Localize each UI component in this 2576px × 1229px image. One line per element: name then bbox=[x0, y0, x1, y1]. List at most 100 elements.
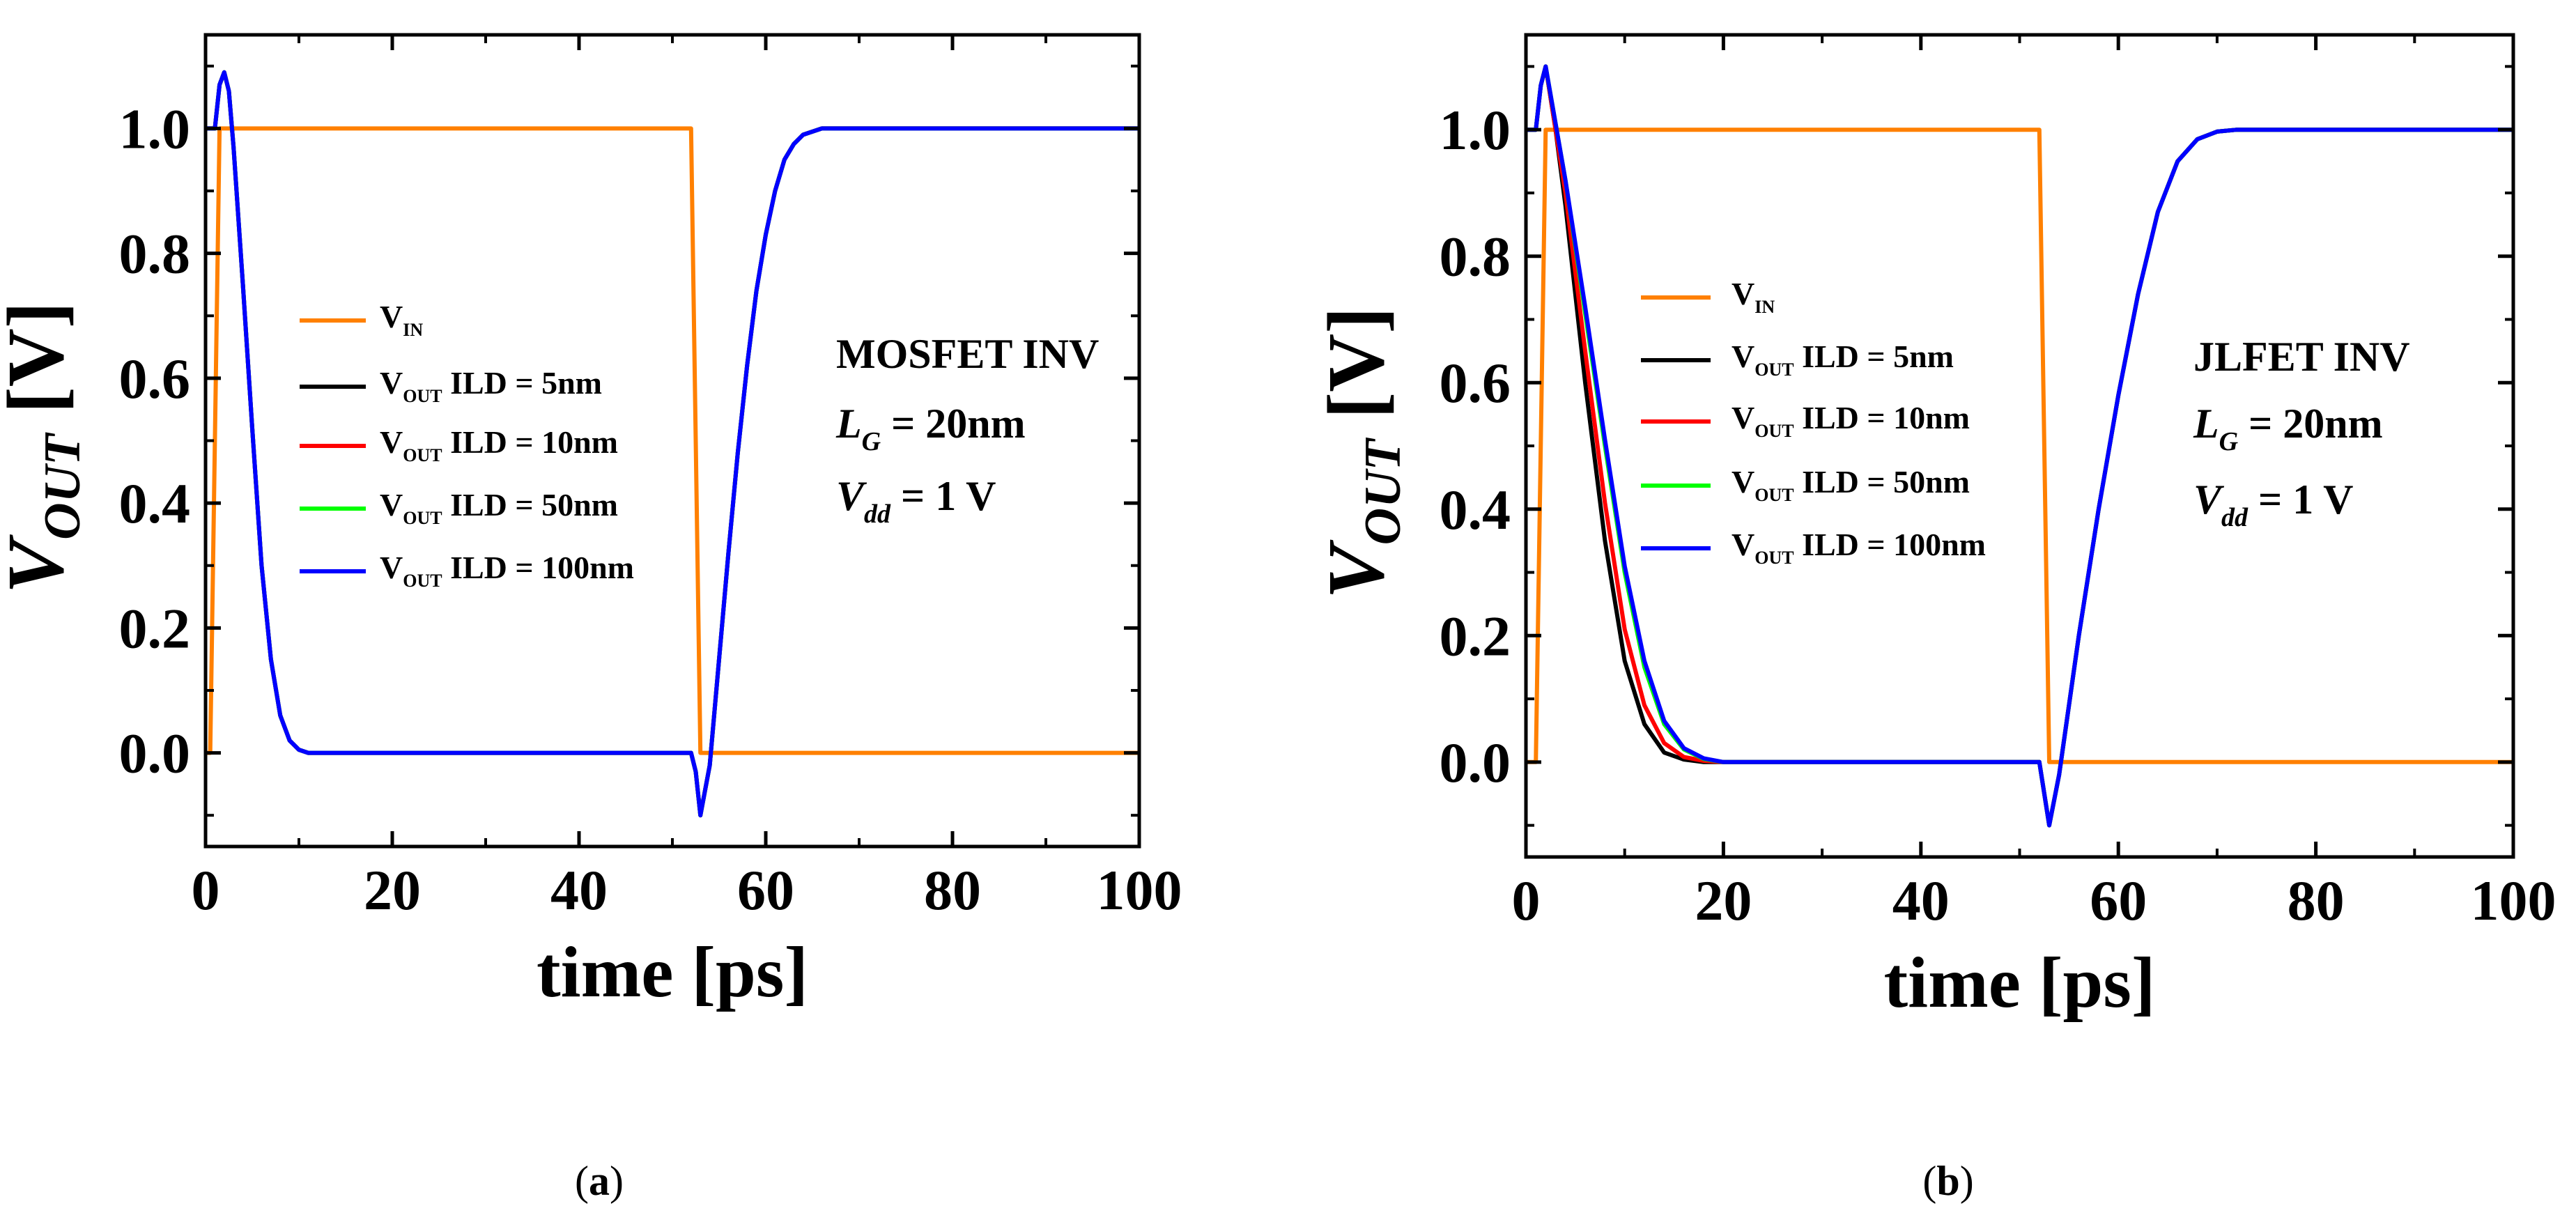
y-axis-label-sub: OUT bbox=[34, 432, 91, 540]
series-line-4 bbox=[1526, 64, 2513, 828]
y-tick-label: 0.2 bbox=[119, 596, 191, 660]
caption-close: ) bbox=[1960, 1158, 1974, 1204]
legend-sub: IN bbox=[403, 320, 423, 340]
annotation-line: Vdd = 1 V bbox=[2193, 477, 2353, 532]
y-tick-label: 1.0 bbox=[1440, 98, 1511, 162]
panel-caption: (b) bbox=[1922, 1158, 1973, 1204]
legend-entry: VIN bbox=[1732, 276, 1775, 317]
annotation-sub: G bbox=[862, 427, 881, 456]
legend-rest: ILD = 50nm bbox=[442, 487, 618, 523]
legend-sub: OUT bbox=[403, 386, 442, 406]
x-tick-label: 20 bbox=[364, 858, 421, 922]
legend-main: V bbox=[380, 550, 403, 585]
annotation-main: L bbox=[835, 401, 862, 447]
legend-main: V bbox=[380, 424, 403, 460]
legend-entry: VOUT ILD = 50nm bbox=[1732, 464, 1970, 505]
annotation-main: V bbox=[2193, 477, 2225, 523]
x-tick-label: 0 bbox=[1512, 869, 1541, 932]
legend-entry: VOUT ILD = 10nm bbox=[1732, 400, 1970, 441]
x-tick-label: 80 bbox=[924, 858, 981, 922]
y-tick-label: 0.8 bbox=[119, 222, 191, 286]
legend-entry: VOUT ILD = 100nm bbox=[1732, 527, 1986, 568]
legend-sub: OUT bbox=[1754, 548, 1794, 568]
y-tick-label: 0.0 bbox=[1440, 731, 1511, 794]
legend-main: V bbox=[380, 487, 403, 523]
y-axis-label: VOUT [V] bbox=[1312, 307, 1412, 599]
legend-sub: OUT bbox=[1754, 421, 1794, 441]
chart-panel-b: 0 20 40 60 80 100 0.0 0.2 0.4 0.6 0.8 1.0 time [ps] V… bbox=[1312, 33, 2556, 1204]
x-tick-label: 100 bbox=[1097, 858, 1182, 922]
caption-open: ( bbox=[1922, 1158, 1936, 1204]
annotation-rest: = 1 V bbox=[2248, 477, 2353, 523]
legend-main: V bbox=[1732, 400, 1754, 435]
x-tick-label: 80 bbox=[2288, 869, 2345, 932]
legend-main: V bbox=[1732, 464, 1754, 500]
legend-rest: ILD = 50nm bbox=[1794, 464, 1970, 500]
legend-entry: VOUT ILD = 50nm bbox=[380, 487, 618, 528]
y-tick-label: 0.8 bbox=[1440, 225, 1511, 288]
caption-letter: b bbox=[1936, 1158, 1959, 1204]
y-tick-label: 0.4 bbox=[119, 472, 191, 535]
panel-caption: (a) bbox=[575, 1158, 624, 1204]
x-tick-label: 20 bbox=[1695, 869, 1752, 932]
y-tick-label: 0.2 bbox=[1440, 604, 1511, 667]
annotation-line: Vdd = 1 V bbox=[836, 473, 996, 529]
annotation-rest: = 20nm bbox=[881, 401, 1026, 447]
legend-rest: ILD = 5nm bbox=[1794, 339, 1954, 374]
x-tick-label: 60 bbox=[2090, 869, 2147, 932]
x-tick-label: 100 bbox=[2471, 869, 2556, 932]
x-axis-label: time [ps] bbox=[537, 932, 808, 1012]
y-tick-label: 1.0 bbox=[119, 97, 191, 160]
caption-close: ) bbox=[610, 1158, 624, 1204]
annotation-sub: G bbox=[2219, 427, 2239, 456]
annotation-sub: dd bbox=[2221, 503, 2249, 532]
annotation-line: LG = 20nm bbox=[2193, 401, 2383, 456]
legend-sub: IN bbox=[1754, 297, 1775, 317]
legend-rest: ILD = 5nm bbox=[442, 365, 602, 401]
y-tick-label: 0.6 bbox=[1440, 351, 1511, 415]
legend-main: V bbox=[1732, 527, 1754, 562]
y-axis-label-main: V bbox=[0, 534, 81, 594]
legend-entry: VOUT ILD = 5nm bbox=[1732, 339, 1954, 380]
legend-rest: ILD = 10nm bbox=[1794, 400, 1970, 435]
x-tick-label: 40 bbox=[1892, 869, 1950, 932]
caption-open: ( bbox=[575, 1158, 589, 1204]
y-tick-label: 0.6 bbox=[119, 347, 191, 410]
legend-main: V bbox=[380, 365, 403, 401]
annotation-rest: = 1 V bbox=[890, 473, 996, 519]
y-tick-label: 0.0 bbox=[119, 722, 191, 785]
legend-rest: ILD = 100nm bbox=[442, 550, 634, 585]
x-axis-label: time [ps] bbox=[1884, 943, 2156, 1023]
legend-main: V bbox=[380, 299, 403, 334]
legend-sub: OUT bbox=[1754, 485, 1794, 505]
legend-sub: OUT bbox=[403, 571, 442, 591]
legend-rest: ILD = 100nm bbox=[1794, 527, 1986, 562]
legend-entry: VIN bbox=[380, 299, 423, 340]
y-axis-label: VOUT [V] bbox=[0, 302, 91, 594]
legend-main: V bbox=[1732, 339, 1754, 374]
annotation-main: L bbox=[2193, 401, 2219, 447]
annotation-main: JLFET INV bbox=[2193, 334, 2410, 380]
annotation-line: MOSFET INV bbox=[836, 331, 1099, 377]
annotation-line: JLFET INV bbox=[2193, 334, 2410, 380]
x-tick-label: 60 bbox=[737, 858, 794, 922]
y-axis-label-unit: [V] bbox=[1312, 307, 1401, 439]
y-axis-label-sub: OUT bbox=[1355, 437, 1412, 545]
annotation-main: MOSFET INV bbox=[836, 331, 1099, 377]
series-line-4 bbox=[206, 70, 1139, 818]
y-tick-label: 0.4 bbox=[1440, 478, 1511, 541]
legend-entry: VOUT ILD = 10nm bbox=[380, 424, 618, 465]
legend-main: V bbox=[1732, 276, 1754, 311]
caption-letter: a bbox=[589, 1158, 610, 1204]
legend-sub: OUT bbox=[403, 508, 442, 528]
x-tick-label: 0 bbox=[192, 858, 220, 922]
annotation-rest: = 20nm bbox=[2238, 401, 2383, 447]
legend-sub: OUT bbox=[1754, 360, 1794, 380]
x-tick-label: 40 bbox=[550, 858, 608, 922]
chart-panel-a: 0 20 40 60 80 100 0.0 0.2 0.4 0.6 0.8 1.0 time [ps] V… bbox=[0, 33, 1182, 1204]
y-axis-label-main: V bbox=[1312, 539, 1401, 599]
annotation-line: LG = 20nm bbox=[835, 401, 1026, 456]
y-axis-label-unit: [V] bbox=[0, 302, 81, 434]
legend-sub: OUT bbox=[403, 445, 442, 465]
